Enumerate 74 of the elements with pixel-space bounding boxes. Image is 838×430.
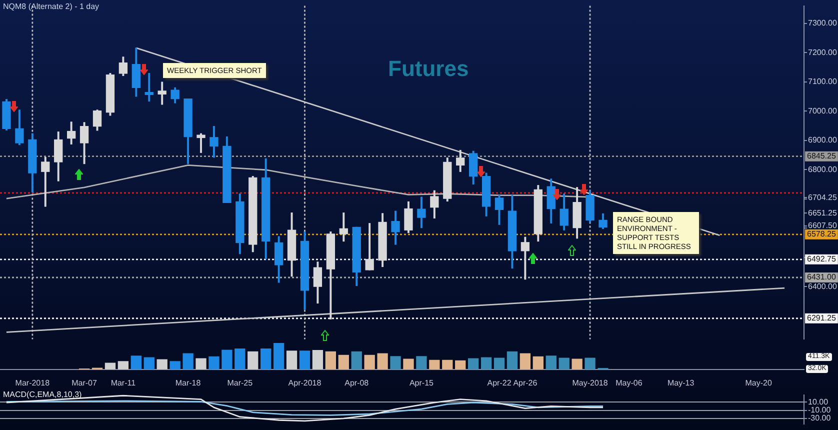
ref-line-label: 6492.75 [807, 254, 836, 264]
bar [558, 358, 570, 370]
bar [156, 359, 168, 370]
bar [584, 358, 596, 370]
bar [416, 356, 427, 370]
bar [390, 356, 401, 370]
y-tick-label: 6400.00 [808, 282, 838, 291]
bar [222, 350, 232, 370]
x-tick-label: Mar-2018 [15, 378, 50, 388]
chart-subtitle: NQM8 (Alternate 2) - 1 day [3, 2, 100, 11]
bar [480, 357, 492, 370]
y-tick-label: 7200.00 [808, 48, 838, 57]
bar [248, 351, 258, 370]
bar [403, 358, 414, 370]
bar [130, 356, 142, 370]
ref-line-label: 6845.25 [807, 152, 836, 161]
y-tick-label: 7300.00 [808, 18, 838, 28]
bar [104, 362, 116, 370]
bar [494, 358, 505, 370]
y-tick-label: 6800.00 [808, 164, 838, 174]
bar [455, 360, 466, 370]
bar [196, 358, 206, 370]
x-tick-label: Mar-11 [110, 378, 136, 388]
bar [377, 353, 388, 370]
ref-line-label: 6431.00 [807, 272, 836, 282]
x-tick-label: Apr-15 [409, 378, 434, 388]
y-tick-label: 10.00 [808, 397, 829, 406]
x-tick-label: May-06 [616, 378, 643, 388]
bar [520, 353, 531, 370]
bar [429, 360, 440, 370]
x-tick-label: Mar-18 [175, 378, 202, 388]
bar [144, 357, 154, 370]
bar [468, 358, 479, 370]
ref-line-label: 6578.25 [807, 230, 836, 239]
bar [442, 360, 453, 370]
bar [118, 361, 129, 370]
bar [364, 354, 375, 370]
x-tick-label: Apr-22 [487, 378, 512, 388]
bar [312, 350, 324, 370]
y-tick-label: 6900.00 [808, 136, 838, 145]
y-tick-label: 6607.50 [808, 221, 838, 230]
x-tick-label: Mar-07 [72, 378, 98, 388]
chart-title: MACD(C,EMA,8,10,3) [3, 390, 82, 399]
x-tick-label: May-20 [745, 378, 772, 388]
bar [170, 361, 180, 370]
bar [351, 351, 362, 370]
x-tick-label: Apr-08 [344, 378, 370, 388]
y-tick-label: 6651.25 [808, 208, 838, 218]
bar [325, 351, 336, 370]
candlestick [144, 73, 154, 102]
y-tick-label: 6704.25 [808, 192, 838, 202]
y-tick-label: -10.00 [808, 406, 832, 415]
text: Futures [388, 56, 469, 82]
bar [273, 343, 284, 370]
bar [546, 356, 556, 370]
bar [286, 350, 298, 370]
x-tick-label: Apr-26 [513, 378, 538, 388]
bar [506, 351, 518, 370]
y-tick-label: 7100.00 [808, 77, 838, 86]
x-tick-label: Apr-2018 [288, 378, 322, 388]
y-tick-label: 7000.00 [808, 106, 838, 116]
bar [208, 356, 220, 370]
bar [260, 348, 272, 370]
bar [572, 358, 582, 370]
x-tick-label: Mar-25 [227, 378, 254, 388]
x-tick-label: May-13 [667, 378, 695, 388]
x-tick-label: May-2018 [572, 378, 608, 388]
bar [338, 354, 349, 370]
bar [532, 356, 544, 370]
ref-line-label: 6291.25 [807, 314, 836, 323]
bar [182, 353, 194, 370]
bar [234, 348, 246, 370]
y-tick-label: -30.00 [808, 414, 832, 423]
bar [299, 350, 310, 370]
